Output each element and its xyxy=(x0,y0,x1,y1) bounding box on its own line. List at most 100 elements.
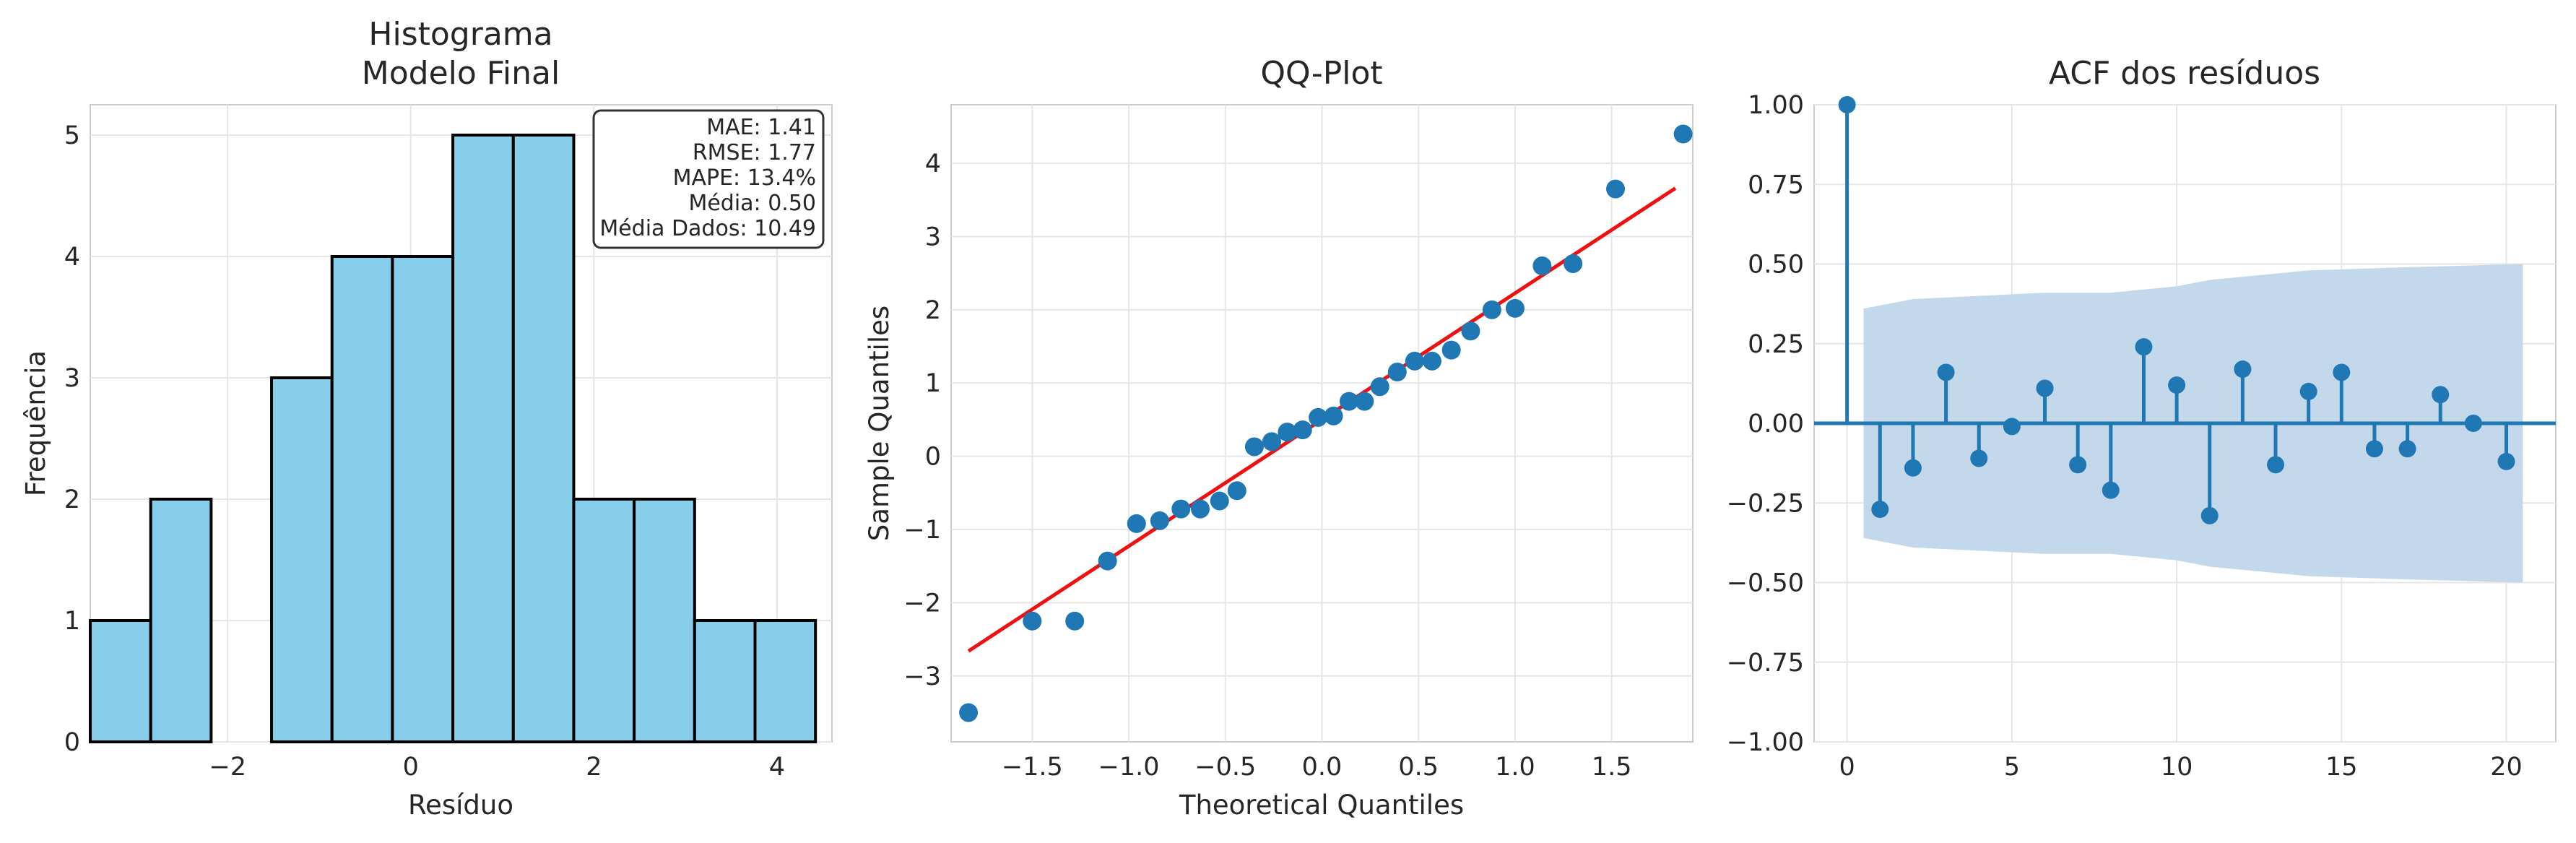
acf-stem-marker xyxy=(1970,449,1988,467)
histogram-x-tick-label: 2 xyxy=(586,753,602,782)
qq-y-tick-label: 0 xyxy=(925,443,941,472)
qq-points xyxy=(959,124,1693,722)
acf-stem-marker xyxy=(2267,456,2285,474)
histogram-bar xyxy=(89,619,152,743)
qq-point xyxy=(1324,406,1343,425)
qq-point xyxy=(1461,321,1480,341)
acf-stem-marker xyxy=(1871,501,1889,519)
qq-ticks: −1.5 −1.0 −0.5 0.0 0.5 1.0 1.5 −3 −2 −1 0 1 2 3 4 xyxy=(903,150,1631,782)
acf-x-tick-label: 5 xyxy=(2004,753,2020,782)
stats-line: MAE: 1.41 xyxy=(706,115,816,140)
histogram-ticks: −2 0 2 4 0 1 2 3 4 5 xyxy=(64,121,785,782)
qq-y-tick-label: 3 xyxy=(925,222,941,251)
acf-stem-marker xyxy=(2333,363,2351,381)
histogram-bar xyxy=(753,619,818,743)
qq-y-tick-label: 1 xyxy=(925,369,941,398)
qq-point xyxy=(1191,499,1210,519)
qq-point xyxy=(1293,420,1312,440)
histogram-bar xyxy=(330,255,394,743)
qq-point xyxy=(1355,392,1374,411)
histogram-y-tick-label: 1 xyxy=(64,607,80,636)
qq-x-tick-label: 1.5 xyxy=(1592,753,1632,782)
qq-point xyxy=(1339,392,1358,411)
qq-point xyxy=(1210,491,1229,511)
qq-point xyxy=(1482,300,1501,319)
acf-stem-marker xyxy=(2003,418,2021,436)
qq-point xyxy=(1532,256,1552,276)
qq-point xyxy=(959,703,979,722)
acf-stem-marker xyxy=(2497,452,2515,470)
acf-y-tick-label: 0.75 xyxy=(1748,170,1804,199)
acf-stem-marker xyxy=(2432,386,2450,404)
qq-point xyxy=(1262,432,1281,451)
acf-stem-marker xyxy=(2299,382,2317,400)
qq-grid xyxy=(951,105,1693,742)
acf-stem-marker xyxy=(2200,506,2219,524)
qq-y-label: Sample Quantiles xyxy=(864,306,895,541)
acf-x-tick-label: 10 xyxy=(2161,753,2193,782)
qq-x-tick-label: −1.0 xyxy=(1098,753,1160,782)
histogram-bar xyxy=(511,134,576,743)
qq-y-tick-label: 4 xyxy=(925,150,941,178)
qq-x-tick-label: 0.5 xyxy=(1398,753,1439,782)
qq-point xyxy=(1127,514,1146,533)
acf-panel: 0 5 10 15 20 −1.00 −0.75 −0.50 −0.25 0.00 0.25 0.50… xyxy=(1727,55,2557,782)
qq-point xyxy=(1227,481,1246,501)
histogram-y-tick-label: 4 xyxy=(64,243,80,272)
histogram-y-tick-label: 5 xyxy=(64,121,80,150)
histogram-title-line-1: Histograma xyxy=(368,16,552,53)
acf-stem-marker xyxy=(2398,440,2416,458)
histogram-bar xyxy=(693,619,757,743)
qq-y-tick-label: 2 xyxy=(925,296,941,325)
qq-point xyxy=(1405,351,1424,371)
acf-stem-marker xyxy=(2036,379,2054,397)
histogram-bar xyxy=(391,255,455,743)
qq-x-tick-label: 0.0 xyxy=(1302,753,1343,782)
qq-point xyxy=(1387,363,1407,382)
histogram-x-tick-label: −2 xyxy=(209,753,246,782)
qq-point xyxy=(1309,407,1328,427)
histogram-bar xyxy=(451,134,515,743)
acf-x-tick-label: 15 xyxy=(2325,753,2358,782)
qq-point xyxy=(1278,423,1297,442)
qq-point xyxy=(1171,499,1191,519)
acf-y-tick-label: −0.75 xyxy=(1727,649,1804,678)
acf-y-tick-label: 0.25 xyxy=(1748,330,1804,359)
qq-y-tick-label: −1 xyxy=(903,516,941,545)
qq-x-tick-label: −0.5 xyxy=(1194,753,1256,782)
qq-point xyxy=(1150,511,1169,530)
qq-point xyxy=(1370,377,1389,397)
qq-x-tick-label: −1.5 xyxy=(1002,753,1063,782)
acf-stem-marker xyxy=(1937,363,1955,381)
qq-plot-panel: −1.5 −1.0 −0.5 0.0 0.5 1.0 1.5 −3 −2 −1 0 1 2 3 4 QQ-P… xyxy=(864,55,1694,821)
acf-stem-marker xyxy=(2234,360,2252,379)
acf-stem-marker xyxy=(2135,338,2153,356)
stats-line: Média Dados: 10.49 xyxy=(599,216,816,241)
qq-point xyxy=(1422,351,1441,371)
acf-y-tick-label: 0.00 xyxy=(1748,410,1804,438)
histogram-y-tick-label: 0 xyxy=(64,728,80,757)
acf-x-tick-label: 0 xyxy=(1839,753,1855,782)
acf-stems xyxy=(1838,96,2515,524)
qq-point xyxy=(1441,340,1461,360)
acf-y-tick-label: 1.00 xyxy=(1748,91,1804,120)
qq-y-tick-label: −3 xyxy=(903,662,941,691)
acf-stem-marker xyxy=(2365,440,2383,458)
acf-stem-marker xyxy=(2102,481,2120,499)
histogram-title-line-2: Modelo Final xyxy=(362,55,560,92)
acf-y-tick-label: 0.50 xyxy=(1748,251,1804,280)
histogram-bar xyxy=(149,498,213,743)
qq-point xyxy=(1244,437,1264,457)
acf-y-tick-label: −0.25 xyxy=(1727,489,1804,518)
histogram-x-tick-label: 4 xyxy=(769,753,785,782)
acf-stem-marker xyxy=(1838,96,1856,113)
stats-line: RMSE: 1.77 xyxy=(693,140,816,165)
acf-stem-marker xyxy=(2168,376,2186,394)
histogram-bar xyxy=(270,376,334,743)
acf-title: ACF dos resíduos xyxy=(2049,55,2320,92)
qq-x-label: Theoretical Quantiles xyxy=(1179,790,1464,821)
histogram-panel: −2 0 2 4 0 1 2 3 4 5 Histograma Modelo Final Resí… xyxy=(20,16,833,821)
histogram-y-tick-label: 2 xyxy=(64,485,80,514)
